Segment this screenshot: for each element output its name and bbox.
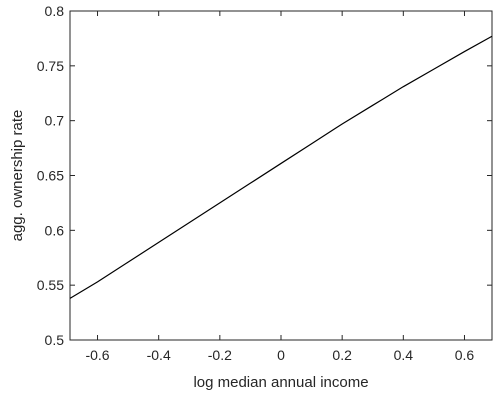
y-tick-label: 0.5 — [45, 332, 65, 348]
x-tick-label: 0.6 — [455, 347, 475, 363]
y-tick-label: 0.65 — [37, 168, 64, 184]
x-axis-ticks: -0.6 -0.4 -0.2 0 0.2 0.4 0.6 — [85, 11, 474, 363]
y-axis-ticks: 0.5 0.55 0.6 0.65 0.7 0.75 0.8 — [37, 3, 492, 348]
x-tick-label: 0 — [277, 347, 285, 363]
x-tick-label: -0.6 — [85, 347, 109, 363]
y-tick-label: 0.55 — [37, 277, 64, 293]
x-tick-label: 0.4 — [394, 347, 414, 363]
y-tick-label: 0.8 — [45, 3, 65, 19]
x-tick-label: -0.4 — [147, 347, 171, 363]
y-axis-label: agg. ownership rate — [9, 110, 26, 242]
y-tick-label: 0.7 — [45, 113, 65, 129]
x-axis-label: log median annual income — [193, 374, 368, 391]
series-line — [69, 35, 493, 299]
x-tick-label: -0.2 — [208, 347, 232, 363]
series-lines — [69, 35, 493, 299]
y-tick-label: 0.75 — [37, 58, 64, 74]
x-tick-label: 0.2 — [332, 347, 352, 363]
y-tick-label: 0.6 — [45, 222, 65, 238]
plot-area — [69, 10, 493, 341]
